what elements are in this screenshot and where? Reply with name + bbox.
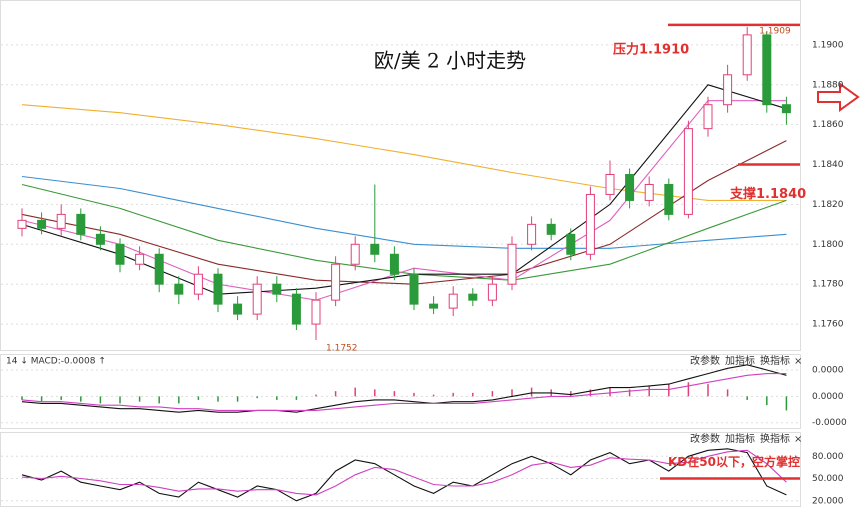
y-tick-label: 80.000	[812, 452, 844, 462]
candle-body	[389, 253, 399, 275]
candle-body	[762, 34, 772, 106]
line-series	[21, 104, 787, 201]
chart-title: 欧/美 2 小时走势	[374, 49, 526, 73]
y-tick-label: 1.1820	[812, 200, 844, 210]
y-tick-label: 1.1880	[812, 80, 844, 90]
candle-body	[350, 243, 360, 265]
candle-body	[585, 193, 595, 255]
candle-body	[135, 253, 145, 265]
trend-arrow	[817, 82, 860, 112]
candle-body	[193, 273, 203, 295]
candle-body	[566, 233, 576, 255]
candle-body	[664, 183, 674, 215]
candle-body	[154, 253, 164, 285]
candle-body	[605, 174, 615, 195]
candle-body	[213, 273, 223, 305]
y-tick-label: 1.1840	[812, 160, 844, 170]
candle-body	[252, 283, 262, 315]
y-tick-label: -0.0000	[812, 418, 847, 428]
macd-frame	[0, 354, 801, 429]
y-tick-label: 0.0000	[812, 392, 844, 402]
line-series	[21, 449, 787, 496]
toolbar-button[interactable]: 加指标	[725, 354, 755, 367]
candle-body	[683, 128, 693, 215]
candle-body	[272, 283, 282, 295]
candle-body	[507, 243, 517, 285]
close-button[interactable]: ×	[794, 434, 802, 445]
candle-body	[115, 243, 125, 265]
main-frame	[0, 0, 801, 351]
candle-body	[546, 223, 556, 235]
candle-body	[644, 183, 654, 201]
candle-body	[76, 213, 86, 235]
candle-body	[56, 213, 66, 229]
candle-body	[527, 223, 537, 245]
line-series	[21, 100, 787, 301]
toolbar-button[interactable]: 换指标	[760, 432, 790, 445]
line-series	[21, 448, 787, 502]
kd-annotation: KD在50以下，空方掌控	[668, 454, 800, 469]
line-series	[21, 175, 787, 249]
candle-body	[37, 219, 47, 229]
y-tick-label: 1.1780	[812, 280, 844, 290]
y-tick-label: 1.1860	[812, 120, 844, 130]
candle-body	[311, 299, 321, 325]
low-label: 1.1752	[326, 344, 358, 354]
toolbar-button[interactable]: 改参数	[690, 354, 720, 367]
high-label: 1.1909	[759, 26, 791, 36]
toolbar-button[interactable]: 改参数	[690, 432, 720, 445]
candle-body	[781, 104, 791, 114]
candle-body	[723, 74, 733, 106]
y-tick-label: 50.000	[812, 474, 844, 484]
toolbar-button[interactable]: 换指标	[760, 354, 790, 367]
candle-body	[409, 273, 419, 305]
candle-body	[625, 174, 635, 201]
level-label: 压力1.1910	[613, 41, 689, 57]
candle-body	[95, 233, 105, 245]
candle-body	[468, 293, 478, 301]
close-button[interactable]: ×	[794, 356, 802, 367]
y-tick-label: 1.1760	[812, 320, 844, 330]
candle-body	[174, 283, 184, 295]
indicator-label: 14 ↓ MACD:-0.0008 ↑	[6, 357, 106, 367]
candle-body	[742, 34, 752, 76]
level-label: 支撑1.1840	[729, 186, 806, 202]
line-series	[21, 373, 787, 411]
y-tick-label: 1.1900	[812, 40, 844, 50]
candle-body	[448, 293, 458, 309]
line-series	[21, 364, 787, 413]
kd-frame	[0, 432, 801, 507]
y-tick-label: 20.000	[812, 496, 844, 506]
candle-body	[487, 283, 497, 301]
candle-body	[291, 293, 301, 325]
y-tick-label: 1.1800	[812, 240, 844, 250]
toolbar-button[interactable]: 加指标	[725, 432, 755, 445]
candle-body	[17, 219, 27, 229]
y-tick-label: 0.0000	[812, 366, 844, 376]
candle-body	[370, 243, 380, 255]
candle-body	[233, 303, 243, 315]
candle-body	[703, 104, 713, 130]
candle-body	[331, 263, 341, 301]
candle-body	[429, 303, 439, 309]
